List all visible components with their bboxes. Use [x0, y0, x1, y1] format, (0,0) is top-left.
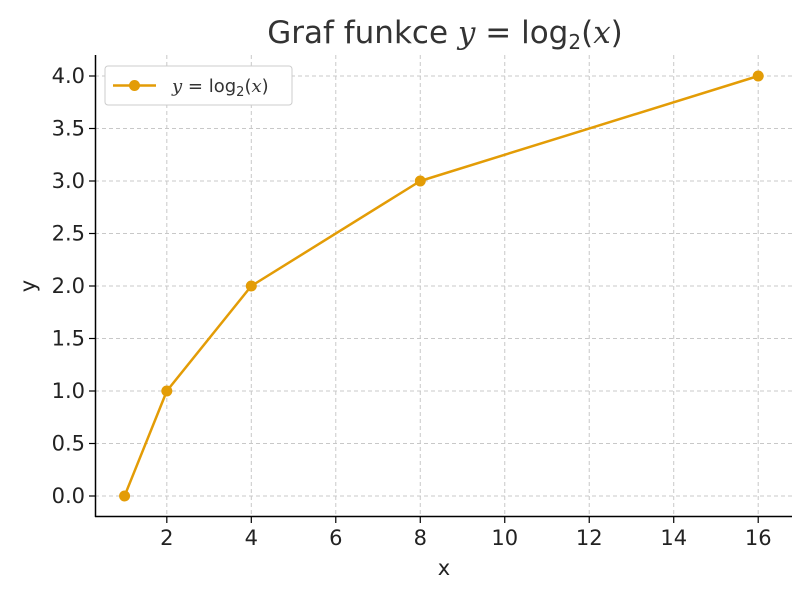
x-axis-label: x: [438, 556, 450, 580]
x-tick-label: 6: [329, 526, 342, 550]
data-point: [119, 490, 131, 502]
chart-title-rp: ): [611, 15, 623, 51]
chart-title-prefix: Graf funkce: [267, 15, 458, 51]
legend-label-lp: (: [244, 76, 251, 97]
chart-title-base: 2: [568, 30, 581, 54]
x-tick-label: 4: [245, 526, 258, 550]
y-tick-label: 2.5: [52, 222, 85, 246]
chart-title-eq: =: [475, 15, 521, 51]
series-group: [119, 70, 764, 502]
data-point: [245, 280, 257, 292]
x-tick-label: 12: [576, 526, 603, 550]
legend-label-eq: =: [182, 76, 209, 97]
y-tick-label: 3.5: [52, 117, 85, 141]
y-tick-label: 2.0: [52, 274, 85, 298]
chart-title-x: x: [593, 15, 611, 51]
chart-title-y: y: [456, 15, 476, 51]
legend-label-y: y: [171, 76, 183, 97]
chart-title-log: log: [521, 15, 568, 51]
grid: [95, 55, 792, 517]
x-ticks: 2 4 6 8 10 12 14 16: [160, 517, 772, 550]
legend-label: y = log2(x): [171, 76, 269, 100]
y-tick-label: 0.5: [52, 432, 85, 456]
legend-label-log: log: [209, 76, 236, 97]
chart-title: Graf funkce y = log2(x): [267, 15, 623, 54]
y-tick-label: 3.0: [52, 169, 85, 193]
y-tick-label: 4.0: [52, 64, 85, 88]
x-tick-label: 8: [414, 526, 427, 550]
legend-label-rp: ): [262, 76, 269, 97]
y-axis-label: y: [16, 280, 40, 292]
y-tick-label: 1.0: [52, 379, 85, 403]
chart-title-lp: (: [581, 15, 593, 51]
legend-box: [104, 65, 293, 106]
legend: y = log2(x): [104, 65, 293, 106]
x-tick-label: 16: [745, 526, 772, 550]
x-tick-label: 10: [491, 526, 518, 550]
data-point: [161, 385, 173, 397]
legend-label-base: 2: [236, 85, 244, 100]
y-tick-label: 0.0: [52, 484, 85, 508]
y-tick-label: 1.5: [52, 327, 85, 351]
legend-marker-swatch: [129, 80, 140, 91]
data-point: [752, 70, 764, 82]
data-point: [414, 175, 426, 187]
y-ticks: 0.0 0.5 1.0 1.5 2.0 2.5 3.0 3.5 4.0: [52, 64, 95, 508]
x-tick-label: 14: [660, 526, 687, 550]
x-tick-label: 2: [160, 526, 173, 550]
legend-label-x: x: [251, 76, 261, 97]
